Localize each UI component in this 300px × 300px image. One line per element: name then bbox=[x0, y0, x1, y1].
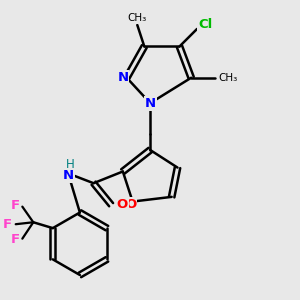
Text: N: N bbox=[117, 71, 128, 84]
Text: O: O bbox=[116, 198, 128, 211]
Text: N: N bbox=[145, 97, 156, 110]
Text: Cl: Cl bbox=[199, 18, 213, 31]
Text: F: F bbox=[11, 233, 20, 246]
Text: CH₃: CH₃ bbox=[128, 13, 147, 23]
Text: N: N bbox=[63, 169, 74, 182]
Text: CH₃: CH₃ bbox=[219, 73, 238, 83]
Text: F: F bbox=[11, 199, 20, 212]
Text: F: F bbox=[3, 218, 12, 231]
Text: H: H bbox=[66, 158, 74, 171]
Text: O: O bbox=[125, 198, 136, 211]
